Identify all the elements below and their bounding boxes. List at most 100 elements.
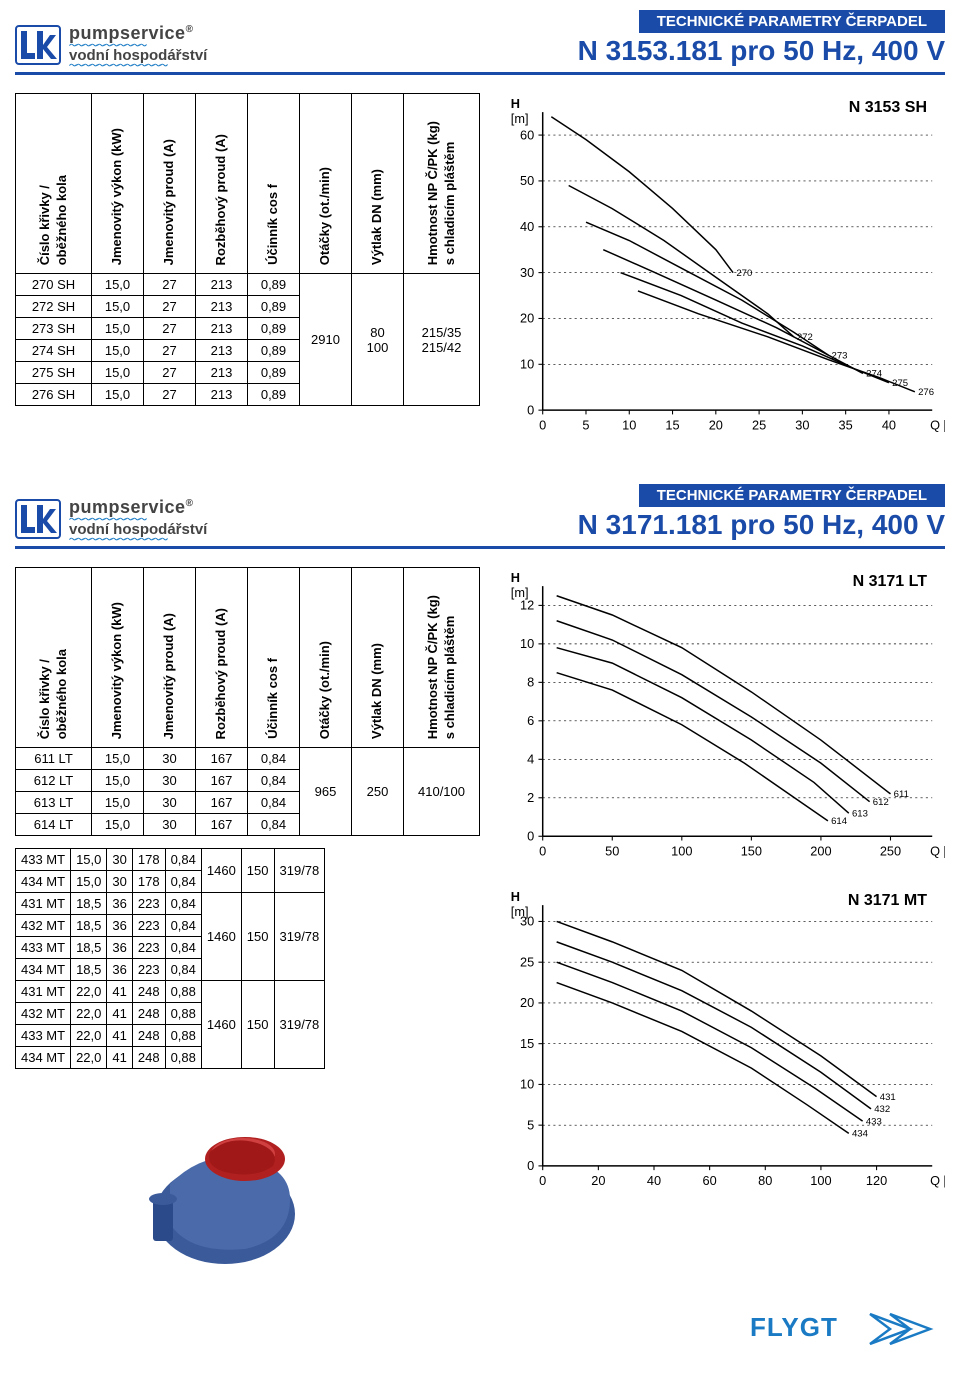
table-cell: 27 [144, 384, 196, 406]
table-cell: 41 [107, 981, 132, 1003]
table-cell: 432 MT [16, 1003, 71, 1025]
table-cell: 22,0 [71, 981, 107, 1003]
svg-text:120: 120 [866, 1173, 887, 1188]
header-title: N 3153.181 pro 50 Hz, 400 V [578, 35, 945, 67]
table-cell: 18,5 [71, 893, 107, 915]
table-header: Otáčky (ot./min) [300, 568, 352, 748]
svg-text:H: H [511, 888, 520, 903]
svg-text:431: 431 [880, 1091, 896, 1102]
chart-title: N 3171 MT [848, 892, 927, 910]
table-cell: 613 LT [16, 792, 92, 814]
table-cell: 15,0 [92, 362, 144, 384]
table-cell: 0,84 [248, 770, 300, 792]
svg-text:15: 15 [665, 417, 679, 432]
table-cell: 18,5 [71, 915, 107, 937]
svg-text:614: 614 [831, 816, 848, 827]
table-cell: 0,84 [248, 814, 300, 836]
svg-text:10: 10 [520, 636, 534, 651]
table-cell: 15,0 [92, 770, 144, 792]
table-cell: 611 LT [16, 748, 92, 770]
header-title: N 3171.181 pro 50 Hz, 400 V [578, 509, 945, 541]
table-cell: 223 [132, 893, 165, 915]
table-header: Výtlak DN (mm) [352, 568, 404, 748]
table-cell: 0,84 [165, 849, 201, 871]
svg-text:276: 276 [918, 387, 934, 398]
table-cell: 167 [196, 792, 248, 814]
table-cell: 30 [144, 814, 196, 836]
chart-title: N 3153 SH [849, 99, 927, 117]
table-cell: 965 [300, 748, 352, 836]
table-cell: 150 [241, 893, 274, 981]
table-cell: 0,89 [248, 340, 300, 362]
svg-text:612: 612 [873, 797, 889, 808]
table-cell: 22,0 [71, 1003, 107, 1025]
table-cell: 18,5 [71, 959, 107, 981]
table-cell: 18,5 [71, 937, 107, 959]
table-cell: 167 [196, 814, 248, 836]
table-cell: 1460 [201, 981, 241, 1069]
flygt-text: FLYGT [750, 1312, 838, 1342]
table-header: Hmotnost NP Č/PK (kg)s chladicím pláštěm [404, 94, 480, 274]
svg-text:0: 0 [527, 402, 534, 417]
table-cell: 248 [132, 1025, 165, 1047]
svg-text:0: 0 [527, 1158, 534, 1173]
svg-text:25: 25 [752, 417, 766, 432]
table-cell: 248 [132, 1047, 165, 1069]
table-cell: 274 SH [16, 340, 92, 362]
table-cell: 612 LT [16, 770, 92, 792]
svg-text:611: 611 [894, 789, 909, 800]
table-cell: 41 [107, 1025, 132, 1047]
table-cell: 30 [144, 770, 196, 792]
table-cell: 36 [107, 937, 132, 959]
table-cell: 0,88 [165, 981, 201, 1003]
table-cell: 434 MT [16, 1047, 71, 1069]
params-table-n3153: Číslo křivky /oběžného kolaJmenovitý výk… [15, 93, 480, 406]
table-cell: 0,89 [248, 296, 300, 318]
svg-text:30: 30 [795, 417, 809, 432]
table-header: Rozběhový proud (A) [196, 94, 248, 274]
svg-text:0: 0 [527, 829, 534, 844]
table-cell: 272 SH [16, 296, 92, 318]
section-n3153: pumpservice® ～～～～～～～～～～～ vodní hospodářs… [0, 0, 960, 474]
table-cell: 213 [196, 296, 248, 318]
svg-text:150: 150 [741, 844, 762, 859]
svg-text:25: 25 [520, 954, 534, 969]
table-cell: 27 [144, 362, 196, 384]
table-cell: 275 SH [16, 362, 92, 384]
table-cell: 213 [196, 362, 248, 384]
svg-text:4: 4 [527, 752, 534, 767]
svg-text:35: 35 [839, 417, 853, 432]
svg-text:434: 434 [852, 1128, 869, 1139]
svg-text:100: 100 [671, 844, 692, 859]
table-cell: 167 [196, 770, 248, 792]
header-subtitle: TECHNICKÉ PARAMETRY ČERPADEL [639, 10, 945, 33]
table-cell: 15,0 [92, 340, 144, 362]
brand-logo: pumpservice® ～～～～～～～～～～～ vodní hospodářs… [15, 23, 207, 67]
svg-text:0: 0 [539, 844, 546, 859]
table-cell: 0,88 [165, 1025, 201, 1047]
table-cell: 614 LT [16, 814, 92, 836]
brand-wave: ～～～～～～～～～～～～～～ [69, 538, 207, 541]
table-cell: 27 [144, 296, 196, 318]
table-cell: 433 MT [16, 1025, 71, 1047]
svg-text:80: 80 [758, 1173, 772, 1188]
svg-text:[m]: [m] [511, 111, 529, 126]
svg-text:20: 20 [520, 311, 534, 326]
table-cell: 0,89 [248, 384, 300, 406]
svg-text:15: 15 [520, 1035, 534, 1050]
svg-text:12: 12 [520, 598, 534, 613]
svg-text:270: 270 [736, 268, 752, 279]
table-cell: 223 [132, 937, 165, 959]
svg-text:433: 433 [866, 1116, 882, 1127]
brand-logo: pumpservice® ～～～～～～～～～～～ vodní hospodářs… [15, 497, 207, 541]
table-cell: 36 [107, 915, 132, 937]
table-cell: 36 [107, 959, 132, 981]
table-header: Jmenovitý výkon (kW) [92, 94, 144, 274]
table-cell: 0,89 [248, 274, 300, 296]
table-cell: 0,84 [165, 893, 201, 915]
table-cell: 1460 [201, 893, 241, 981]
svg-text:432: 432 [874, 1104, 890, 1115]
table-header: Jmenovitý proud (A) [144, 568, 196, 748]
table-cell: 0,84 [165, 871, 201, 893]
svg-text:6: 6 [527, 713, 534, 728]
